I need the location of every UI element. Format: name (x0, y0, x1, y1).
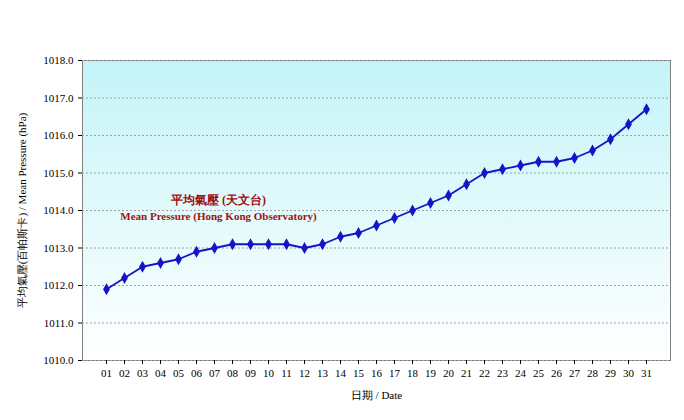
svg-text:16: 16 (371, 367, 383, 379)
svg-text:31: 31 (641, 367, 652, 379)
svg-text:1018.0: 1018.0 (43, 54, 74, 66)
svg-text:03: 03 (137, 367, 149, 379)
svg-text:27: 27 (569, 367, 581, 379)
svg-text:10: 10 (263, 367, 275, 379)
svg-text:02: 02 (119, 367, 130, 379)
svg-text:28: 28 (587, 367, 599, 379)
svg-text:04: 04 (155, 367, 167, 379)
svg-text:1012.0: 1012.0 (43, 279, 74, 291)
svg-text:1015.0: 1015.0 (43, 167, 74, 179)
svg-text:13: 13 (317, 367, 329, 379)
svg-text:06: 06 (191, 367, 203, 379)
svg-text:1014.0: 1014.0 (43, 204, 74, 216)
svg-text:Mean Pressure (Hong Kong Obser: Mean Pressure (Hong Kong Observatory) (120, 210, 317, 223)
svg-text:20: 20 (443, 367, 455, 379)
svg-text:29: 29 (605, 367, 617, 379)
svg-text:18: 18 (407, 367, 419, 379)
svg-text:1011.0: 1011.0 (44, 317, 74, 329)
svg-text:05: 05 (173, 367, 185, 379)
svg-text:17: 17 (389, 367, 401, 379)
svg-text:08: 08 (227, 367, 239, 379)
svg-text:12: 12 (299, 367, 310, 379)
svg-text:23: 23 (497, 367, 509, 379)
svg-text:1017.0: 1017.0 (43, 92, 74, 104)
svg-text:21: 21 (461, 367, 472, 379)
svg-text:1010.0: 1010.0 (43, 354, 74, 366)
svg-text:30: 30 (623, 367, 635, 379)
svg-text:平均氣壓(百帕斯卡) / Mean Pressure (hP: 平均氣壓(百帕斯卡) / Mean Pressure (hPa) (16, 112, 29, 308)
svg-text:日期 / Date: 日期 / Date (351, 389, 402, 401)
svg-text:09: 09 (245, 367, 257, 379)
svg-text:14: 14 (335, 367, 347, 379)
svg-text:11: 11 (281, 367, 292, 379)
svg-text:19: 19 (425, 367, 437, 379)
svg-text:1016.0: 1016.0 (43, 129, 74, 141)
svg-text:24: 24 (515, 367, 527, 379)
svg-text:15: 15 (353, 367, 365, 379)
svg-text:1013.0: 1013.0 (43, 242, 74, 254)
svg-text:22: 22 (479, 367, 490, 379)
svg-text:07: 07 (209, 367, 221, 379)
svg-text:01: 01 (101, 367, 112, 379)
svg-text:平均氣壓 (天文台): 平均氣壓 (天文台) (170, 193, 266, 207)
svg-text:25: 25 (533, 367, 545, 379)
svg-text:26: 26 (551, 367, 563, 379)
